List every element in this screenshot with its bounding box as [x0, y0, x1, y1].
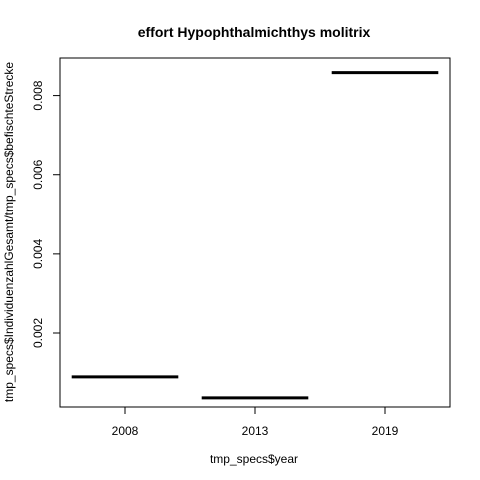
y-tick-label: 0.006 [31, 159, 45, 189]
y-axis: 0.002 0.004 0.006 0.008 [31, 80, 60, 348]
chart-title: effort Hypophthalmichthys molitrix [138, 24, 371, 40]
y-tick-label: 0.008 [31, 80, 45, 110]
x-axis-label: tmp_specs$year [210, 452, 298, 466]
y-axis-label: tmp_specs$IndividuenzahlGesamt/tmp_specs… [2, 62, 16, 403]
x-tick-label: 2019 [372, 424, 399, 438]
data-marks [72, 73, 439, 398]
y-tick-label: 0.002 [31, 318, 45, 348]
x-axis: 2008 2013 2019 [112, 407, 399, 438]
x-tick-label: 2008 [112, 424, 139, 438]
x-tick-label: 2013 [242, 424, 269, 438]
y-tick-label: 0.004 [31, 239, 45, 269]
plot-area-frame [60, 58, 450, 407]
